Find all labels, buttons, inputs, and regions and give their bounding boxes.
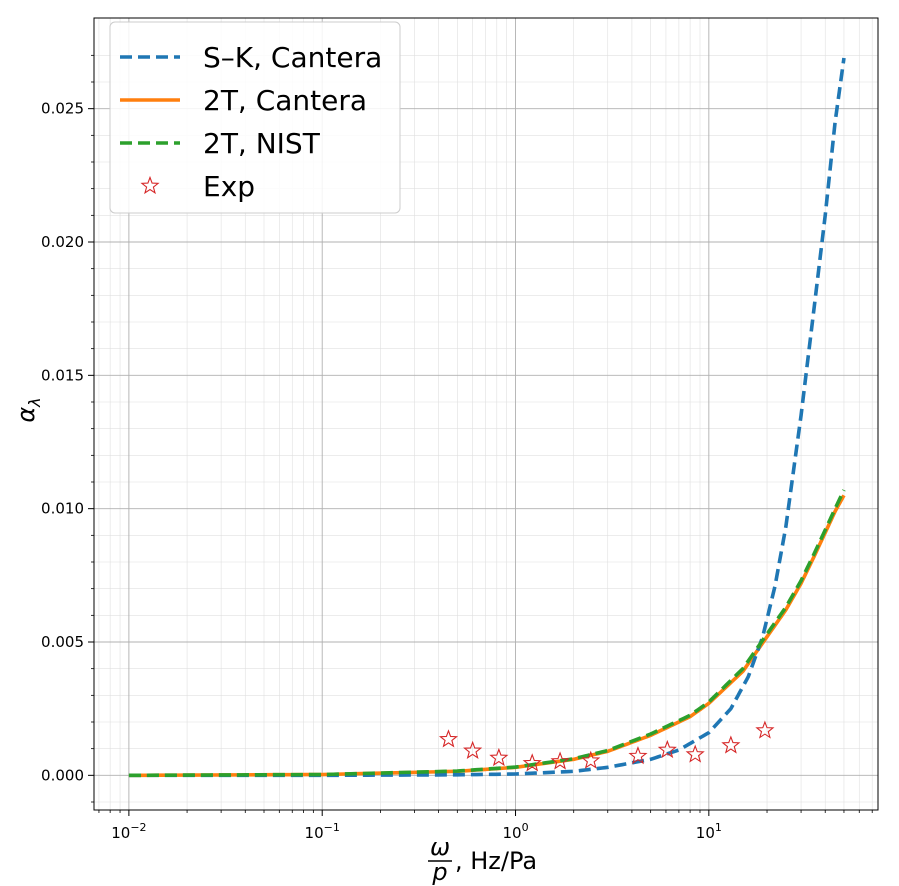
legend-swatch [140, 175, 160, 195]
series-line-0 [128, 57, 846, 778]
x-label-numerator: ω [430, 833, 450, 861]
x-label-suffix: , Hz/Pa [455, 847, 537, 875]
exp-point [522, 753, 542, 772]
y-axis-ticks: 0.000 0.005 0.010 0.015 0.020 0.025 [41, 54, 94, 803]
exp-point [685, 744, 705, 763]
y-tick-label: 0.005 [41, 633, 84, 651]
series-layer [128, 57, 846, 778]
exp-point [755, 720, 775, 739]
exp-point [489, 747, 509, 767]
y-tick-label: 0.000 [41, 766, 84, 784]
y-tick-label: 0.020 [41, 233, 84, 251]
legend-label: S–K, Cantera [203, 41, 382, 74]
legend-box [109, 21, 401, 214]
x-tick-label: 101 [696, 821, 722, 842]
scatter-layer [438, 720, 775, 772]
plot-frame [93, 17, 879, 811]
x-axis-ticks: 10−2 10−1 100 101 [98, 810, 873, 842]
x-axis-label: ω p , Hz/Pa [428, 833, 537, 886]
x-tick-label: 100 [502, 821, 528, 842]
legend: S–K, Cantera 2T, Cantera 2T, NIST Exp [109, 21, 401, 214]
exp-point [581, 750, 601, 769]
y-axis-label: αλ [12, 397, 44, 422]
x-tick-label: 10−2 [111, 821, 146, 842]
exp-point [550, 751, 570, 770]
y-tick-label: 0.025 [41, 100, 84, 118]
legend-label: Exp [203, 170, 255, 203]
y-axis-label-text: αλ [12, 397, 44, 422]
series-line-2 [128, 489, 846, 778]
x-label-denominator: p [431, 858, 447, 886]
legend-label: 2T, NIST [203, 127, 321, 160]
y-tick-label: 0.015 [41, 366, 84, 384]
exp-point [721, 735, 741, 754]
legend-items: S–K, Cantera 2T, Cantera 2T, NIST Exp [120, 41, 382, 203]
exp-point [628, 746, 648, 765]
legend-label: 2T, Cantera [203, 84, 367, 117]
exp-point [657, 739, 677, 759]
y-tick-label: 0.010 [41, 500, 84, 518]
x-tick-label: 10−1 [305, 821, 340, 842]
exp-point [438, 729, 459, 748]
series-line-1 [128, 494, 846, 778]
exp-point [463, 740, 483, 759]
